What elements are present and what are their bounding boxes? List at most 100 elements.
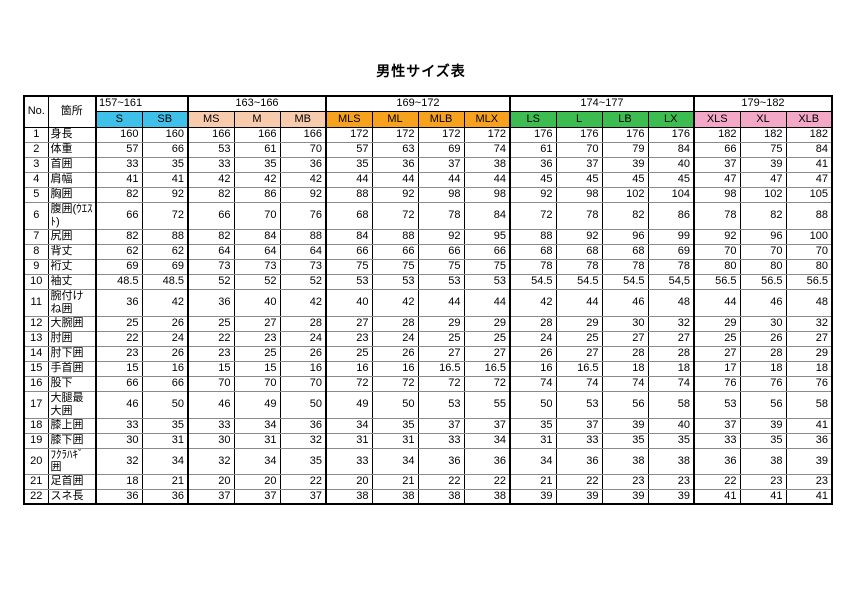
- measurement-value: 47: [785, 171, 833, 188]
- measurement-value: 76: [693, 375, 741, 392]
- measurement-value: 66: [95, 375, 143, 392]
- height-range-header: 174~177: [509, 95, 695, 112]
- measurement-value: 98: [555, 186, 603, 203]
- measurement-value: 39: [739, 156, 787, 173]
- measurement-value: 98: [417, 186, 465, 203]
- measurement-value: 33: [417, 432, 465, 449]
- measurement-value: 15: [187, 360, 235, 377]
- measurement-value: 160: [95, 126, 143, 143]
- measurement-value: 92: [509, 186, 557, 203]
- size-header-m: M: [233, 110, 281, 128]
- measurement-value: 24: [141, 330, 189, 347]
- measurement-value: 41: [693, 488, 741, 505]
- size-header-xls: XLS: [693, 110, 741, 128]
- row-number: 1: [23, 126, 49, 143]
- measurement-value: 69: [141, 258, 189, 275]
- measurement-value: 23: [187, 345, 235, 362]
- row-number: 18: [23, 417, 49, 434]
- measurement-value: 31: [233, 432, 281, 449]
- measurement-value: 73: [279, 258, 327, 275]
- measurement-value: 73: [233, 258, 281, 275]
- measurement-value: 33: [325, 447, 373, 475]
- measurement-value: 42: [371, 288, 419, 317]
- measurement-value: 56: [739, 390, 787, 419]
- measurement-value: 20: [233, 473, 281, 490]
- measurement-value: 88: [371, 228, 419, 245]
- measurement-value: 40: [233, 288, 281, 317]
- body-part-label: 胸囲: [47, 186, 97, 203]
- body-part-label: 腹囲(ｳｴｽﾄ): [47, 201, 97, 230]
- measurement-value: 70: [693, 243, 741, 260]
- row-number: 13: [23, 330, 49, 347]
- measurement-value: 166: [187, 126, 235, 143]
- table-row: 15 手首囲 15 16 15 15 16 16 16 16.5 16.5 16 16.5 18 18 17 1…: [23, 360, 833, 377]
- measurement-value: 172: [463, 126, 511, 143]
- measurement-value: 92: [371, 186, 419, 203]
- table-row: 22 スネ長 36 36 37 37 37 38 38 38 38 39 39 39 39 41 41 41: [23, 488, 833, 505]
- measurement-value: 28: [279, 315, 327, 332]
- measurement-value: 37: [417, 156, 465, 173]
- row-number: 2: [23, 141, 49, 158]
- measurement-value: 36: [187, 288, 235, 317]
- measurement-value: 56.5: [739, 273, 787, 290]
- measurement-value: 74: [601, 375, 649, 392]
- measurement-value: 45: [601, 171, 649, 188]
- measurement-value: 29: [463, 315, 511, 332]
- measurement-value: 15: [95, 360, 143, 377]
- measurement-value: 69: [417, 141, 465, 158]
- measurement-value: 78: [555, 201, 603, 230]
- row-number: 20: [23, 447, 49, 475]
- size-header-ms: MS: [187, 110, 235, 128]
- measurement-value: 35: [509, 417, 557, 434]
- measurement-value: 27: [785, 330, 833, 347]
- measurement-value: 15: [233, 360, 281, 377]
- measurement-value: 44: [417, 171, 465, 188]
- measurement-value: 80: [693, 258, 741, 275]
- measurement-value: 33: [187, 156, 235, 173]
- row-number: 22: [23, 488, 49, 505]
- measurement-value: 32: [95, 447, 143, 475]
- table-row: 17 大腿最大囲 46 50 46 49 50 49 50 53 55 50 53 56 58 53 56 58: [23, 390, 833, 419]
- measurement-value: 36: [417, 447, 465, 475]
- table-row: 16 股下 66 66 70 70 70 72 72 72 72 74 74 74 74 76 76 76: [23, 375, 833, 392]
- body-part-label: 膝下囲: [47, 432, 97, 449]
- body-part-label: 腕付けね囲: [47, 288, 97, 317]
- row-number: 10: [23, 273, 49, 290]
- measurement-value: 38: [601, 447, 649, 475]
- size-header-ml: ML: [371, 110, 419, 128]
- measurement-value: 25: [325, 345, 373, 362]
- measurement-value: 32: [279, 432, 327, 449]
- measurement-value: 42: [233, 171, 281, 188]
- measurement-value: 88: [509, 228, 557, 245]
- measurement-value: 26: [279, 345, 327, 362]
- measurement-value: 75: [325, 258, 373, 275]
- measurement-value: 58: [785, 390, 833, 419]
- measurement-value: 33: [187, 417, 235, 434]
- table-row: 2 体重 57 66 53 61 70 57 63 69 74 61 70 79 84 66 75 84: [23, 141, 833, 158]
- measurement-value: 24: [279, 330, 327, 347]
- measurement-value: 75: [739, 141, 787, 158]
- measurement-value: 45: [509, 171, 557, 188]
- measurement-value: 57: [95, 141, 143, 158]
- measurement-value: 55: [463, 390, 511, 419]
- measurement-value: 22: [95, 330, 143, 347]
- measurement-value: 16: [279, 360, 327, 377]
- table-row: 13 肘囲 22 24 22 23 24 23 24 25 25 24 25 27 27 25 26 27: [23, 330, 833, 347]
- row-number: 11: [23, 288, 49, 317]
- body-part-label: 身長: [47, 126, 97, 143]
- measurement-value: 34: [233, 417, 281, 434]
- measurement-value: 17: [693, 360, 741, 377]
- measurement-value: 84: [463, 201, 511, 230]
- measurement-value: 41: [785, 156, 833, 173]
- measurement-value: 66: [141, 141, 189, 158]
- measurement-value: 40: [647, 417, 695, 434]
- measurement-value: 30: [95, 432, 143, 449]
- measurement-value: 34: [325, 417, 373, 434]
- measurement-value: 44: [463, 171, 511, 188]
- measurement-value: 31: [325, 432, 373, 449]
- body-part-label: 肘囲: [47, 330, 97, 347]
- row-number: 19: [23, 432, 49, 449]
- row-number: 7: [23, 228, 49, 245]
- measurement-value: 37: [693, 156, 741, 173]
